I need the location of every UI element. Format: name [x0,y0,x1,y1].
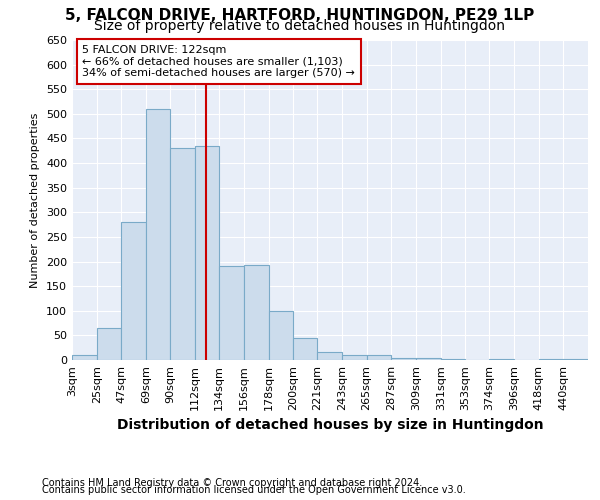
Text: 5, FALCON DRIVE, HARTFORD, HUNTINGDON, PE29 1LP: 5, FALCON DRIVE, HARTFORD, HUNTINGDON, P… [65,8,535,24]
Bar [416,358,441,360]
Bar [72,355,97,360]
Bar [489,359,514,360]
Bar [293,338,317,360]
Bar [563,359,588,360]
Bar [539,358,563,360]
Bar [219,266,244,360]
Bar [194,146,219,360]
X-axis label: Distribution of detached houses by size in Huntingdon: Distribution of detached houses by size … [116,418,544,432]
Bar [441,359,466,360]
Bar [269,311,293,360]
Y-axis label: Number of detached properties: Number of detached properties [31,112,40,288]
Text: Contains public sector information licensed under the Open Government Licence v3: Contains public sector information licen… [42,485,466,495]
Text: Contains HM Land Registry data © Crown copyright and database right 2024.: Contains HM Land Registry data © Crown c… [42,478,422,488]
Text: 5 FALCON DRIVE: 122sqm
← 66% of detached houses are smaller (1,103)
34% of semi-: 5 FALCON DRIVE: 122sqm ← 66% of detached… [82,45,355,78]
Bar [170,148,194,360]
Bar [367,355,391,360]
Text: Size of property relative to detached houses in Huntingdon: Size of property relative to detached ho… [95,19,505,33]
Bar [244,266,269,360]
Bar [97,328,121,360]
Bar [317,352,342,360]
Bar [391,358,416,360]
Bar [146,109,170,360]
Bar [342,355,367,360]
Bar [121,222,146,360]
